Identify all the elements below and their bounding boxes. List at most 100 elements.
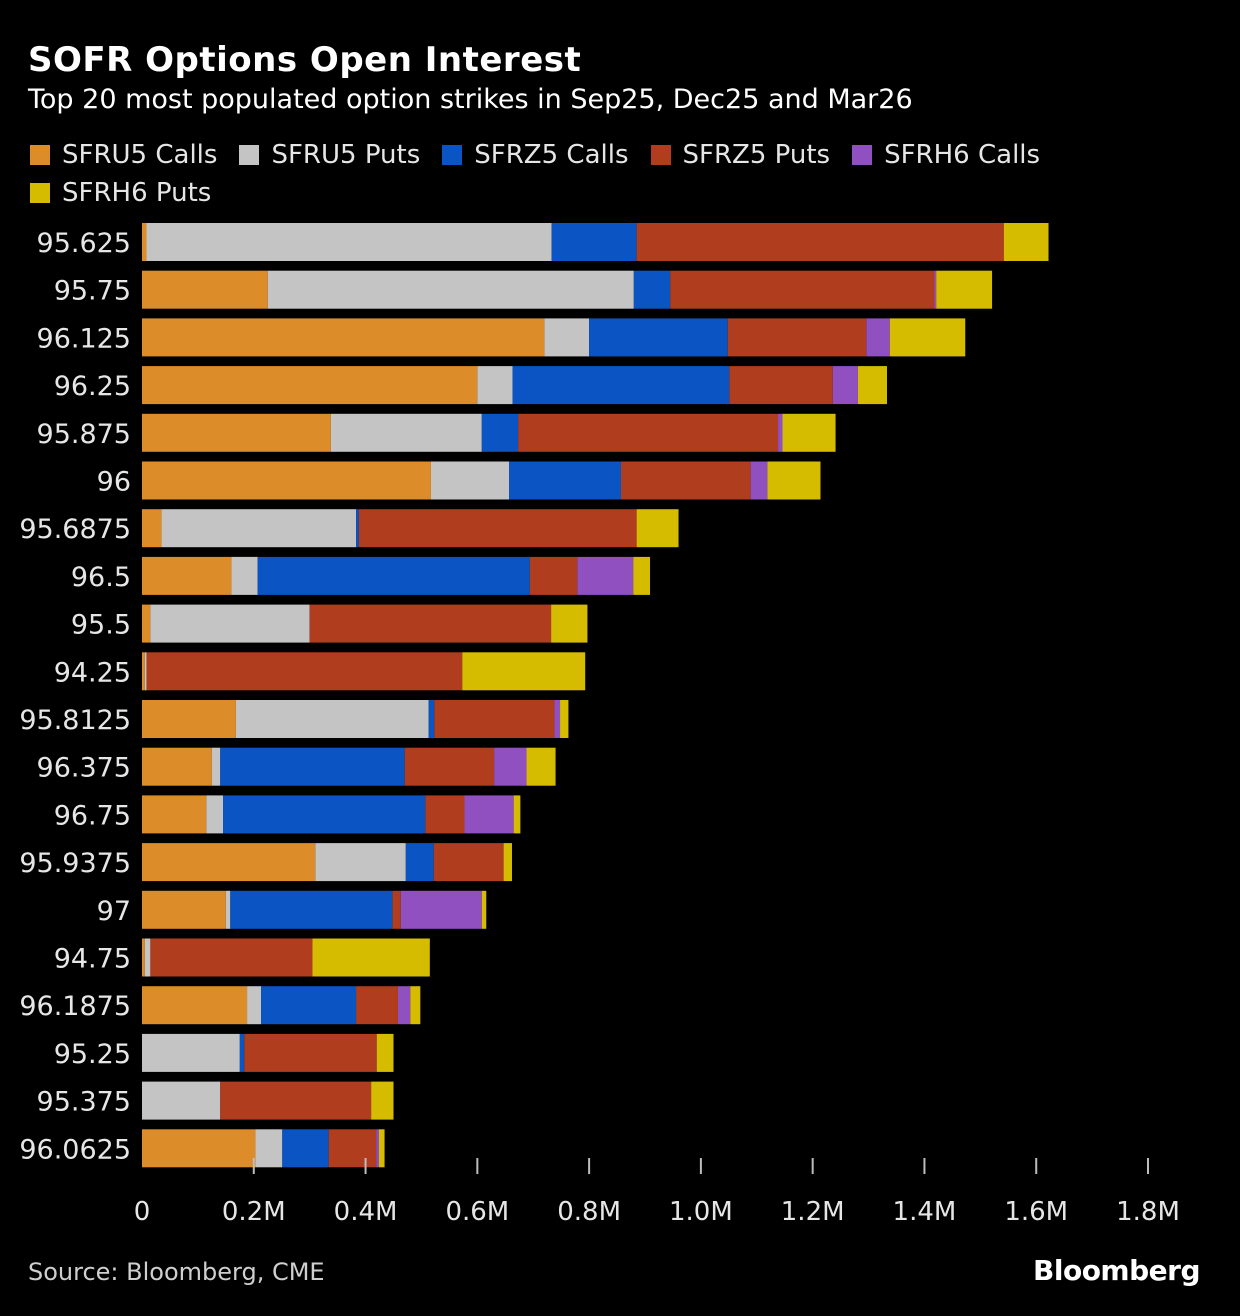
bar-segment (477, 366, 513, 405)
bar-segment (376, 1033, 394, 1072)
bar-segment (144, 938, 151, 977)
bar-segment (866, 318, 890, 357)
bar-segment (142, 795, 207, 834)
category-label: 94.75 (54, 944, 131, 975)
bloomberg-logo: Bloomberg (1033, 1254, 1200, 1287)
bar-segment (512, 366, 730, 405)
category-label: 95.375 (37, 1087, 131, 1118)
bar-segment (358, 509, 637, 548)
bar-segment (620, 461, 751, 500)
x-tick-label: 1.8M (1116, 1197, 1180, 1227)
bar-segment (309, 604, 552, 643)
bar-segment (142, 223, 147, 261)
bar-segment (255, 1129, 283, 1168)
bar-segment (934, 270, 937, 309)
category-label: 95.75 (54, 276, 131, 307)
bar-segment (464, 795, 514, 834)
bar-segment (560, 700, 569, 738)
chart-subtitle: Top 20 most populated option strikes in … (28, 84, 913, 115)
bar-segment (767, 461, 821, 500)
category-label: 95.25 (54, 1039, 131, 1070)
legend-swatch (650, 145, 671, 165)
bar-segment (142, 700, 236, 738)
legend-swatch (30, 183, 50, 203)
bar-segment (378, 1129, 385, 1168)
bar-segment (481, 890, 487, 929)
bar-segment (832, 366, 858, 405)
bar-segment (282, 1129, 329, 1168)
bar-segment (636, 509, 679, 548)
legend-item: SFRZ5 Calls (442, 140, 629, 170)
category-label: 96.375 (37, 753, 131, 784)
bar-segment (244, 1033, 377, 1072)
category-label: 95.5 (71, 610, 131, 641)
bar-segment (392, 890, 401, 929)
legend-item: SFRH6 Puts (30, 178, 211, 208)
bar-segment (142, 890, 226, 929)
bar-segment (235, 700, 429, 738)
bar-segment (142, 986, 248, 1025)
bar-segment (481, 413, 519, 452)
bar-segment (376, 1129, 379, 1168)
bar-segment (312, 938, 430, 977)
bar-segment (142, 1033, 240, 1072)
bar-segment (142, 1129, 256, 1168)
bar-segment (142, 843, 316, 882)
bar-segment (161, 509, 357, 548)
bar-segment (220, 747, 405, 786)
bar-segment (554, 700, 561, 738)
bar-segment (428, 700, 435, 738)
category-label: 96.1875 (19, 991, 131, 1022)
bar-segment (142, 604, 151, 643)
bar-segment (551, 223, 637, 261)
bar-segment (328, 1129, 377, 1168)
bar-segment (231, 556, 258, 595)
x-tick-label: 0.8M (557, 1197, 621, 1227)
bar-segment (518, 413, 779, 452)
legend-item: SFRU5 Calls (30, 140, 217, 170)
chart-title: SOFR Options Open Interest (28, 40, 582, 80)
bar-segment (142, 270, 268, 309)
bar-segment (405, 843, 434, 882)
legend-swatch (442, 145, 463, 165)
x-tick-label: 0.2M (222, 1197, 286, 1227)
x-tick-label: 1.4M (893, 1197, 957, 1227)
chart-legend: SFRU5 Calls SFRU5 Puts SFRZ5 Calls SFRZ5 Pu… (30, 140, 1210, 208)
bar-segment (144, 652, 147, 691)
legend-label: SFRZ5 Calls (474, 140, 629, 170)
bar-segment (494, 747, 527, 786)
bar-segment (225, 890, 231, 929)
bar-segment (889, 318, 966, 357)
bar-segment (142, 652, 145, 691)
x-tick-label: 1.6M (1004, 1197, 1068, 1227)
x-tick-label: 1.0M (669, 1197, 733, 1227)
bar-segment (778, 413, 783, 452)
bar-segment (220, 1081, 372, 1120)
bar-segment (404, 747, 495, 786)
legend-swatch (30, 145, 50, 165)
bar-segment (729, 366, 833, 405)
bar-segment (315, 843, 406, 882)
bar-segment (142, 556, 232, 595)
bar-segment (782, 413, 836, 452)
bar-segment (150, 938, 313, 977)
category-label: 96.75 (54, 800, 131, 831)
category-label: 96.125 (37, 323, 131, 354)
bar-segment (150, 604, 310, 643)
bar-segment (211, 747, 221, 786)
legend-swatch (852, 145, 873, 165)
bar-segment (633, 556, 651, 595)
category-label: 95.875 (37, 419, 131, 450)
category-label: 95.625 (37, 228, 131, 259)
bar-segment (142, 938, 145, 977)
bar-segment (146, 223, 552, 261)
bar-segment (142, 1081, 221, 1120)
bar-segment (857, 366, 887, 405)
bar-segment (146, 652, 463, 691)
bar-segment (356, 986, 398, 1025)
bar-segment (239, 1033, 245, 1072)
bar-segment (430, 461, 510, 500)
category-label: 96 (97, 467, 131, 498)
bar-segment (425, 795, 465, 834)
bar-segment (371, 1081, 394, 1120)
